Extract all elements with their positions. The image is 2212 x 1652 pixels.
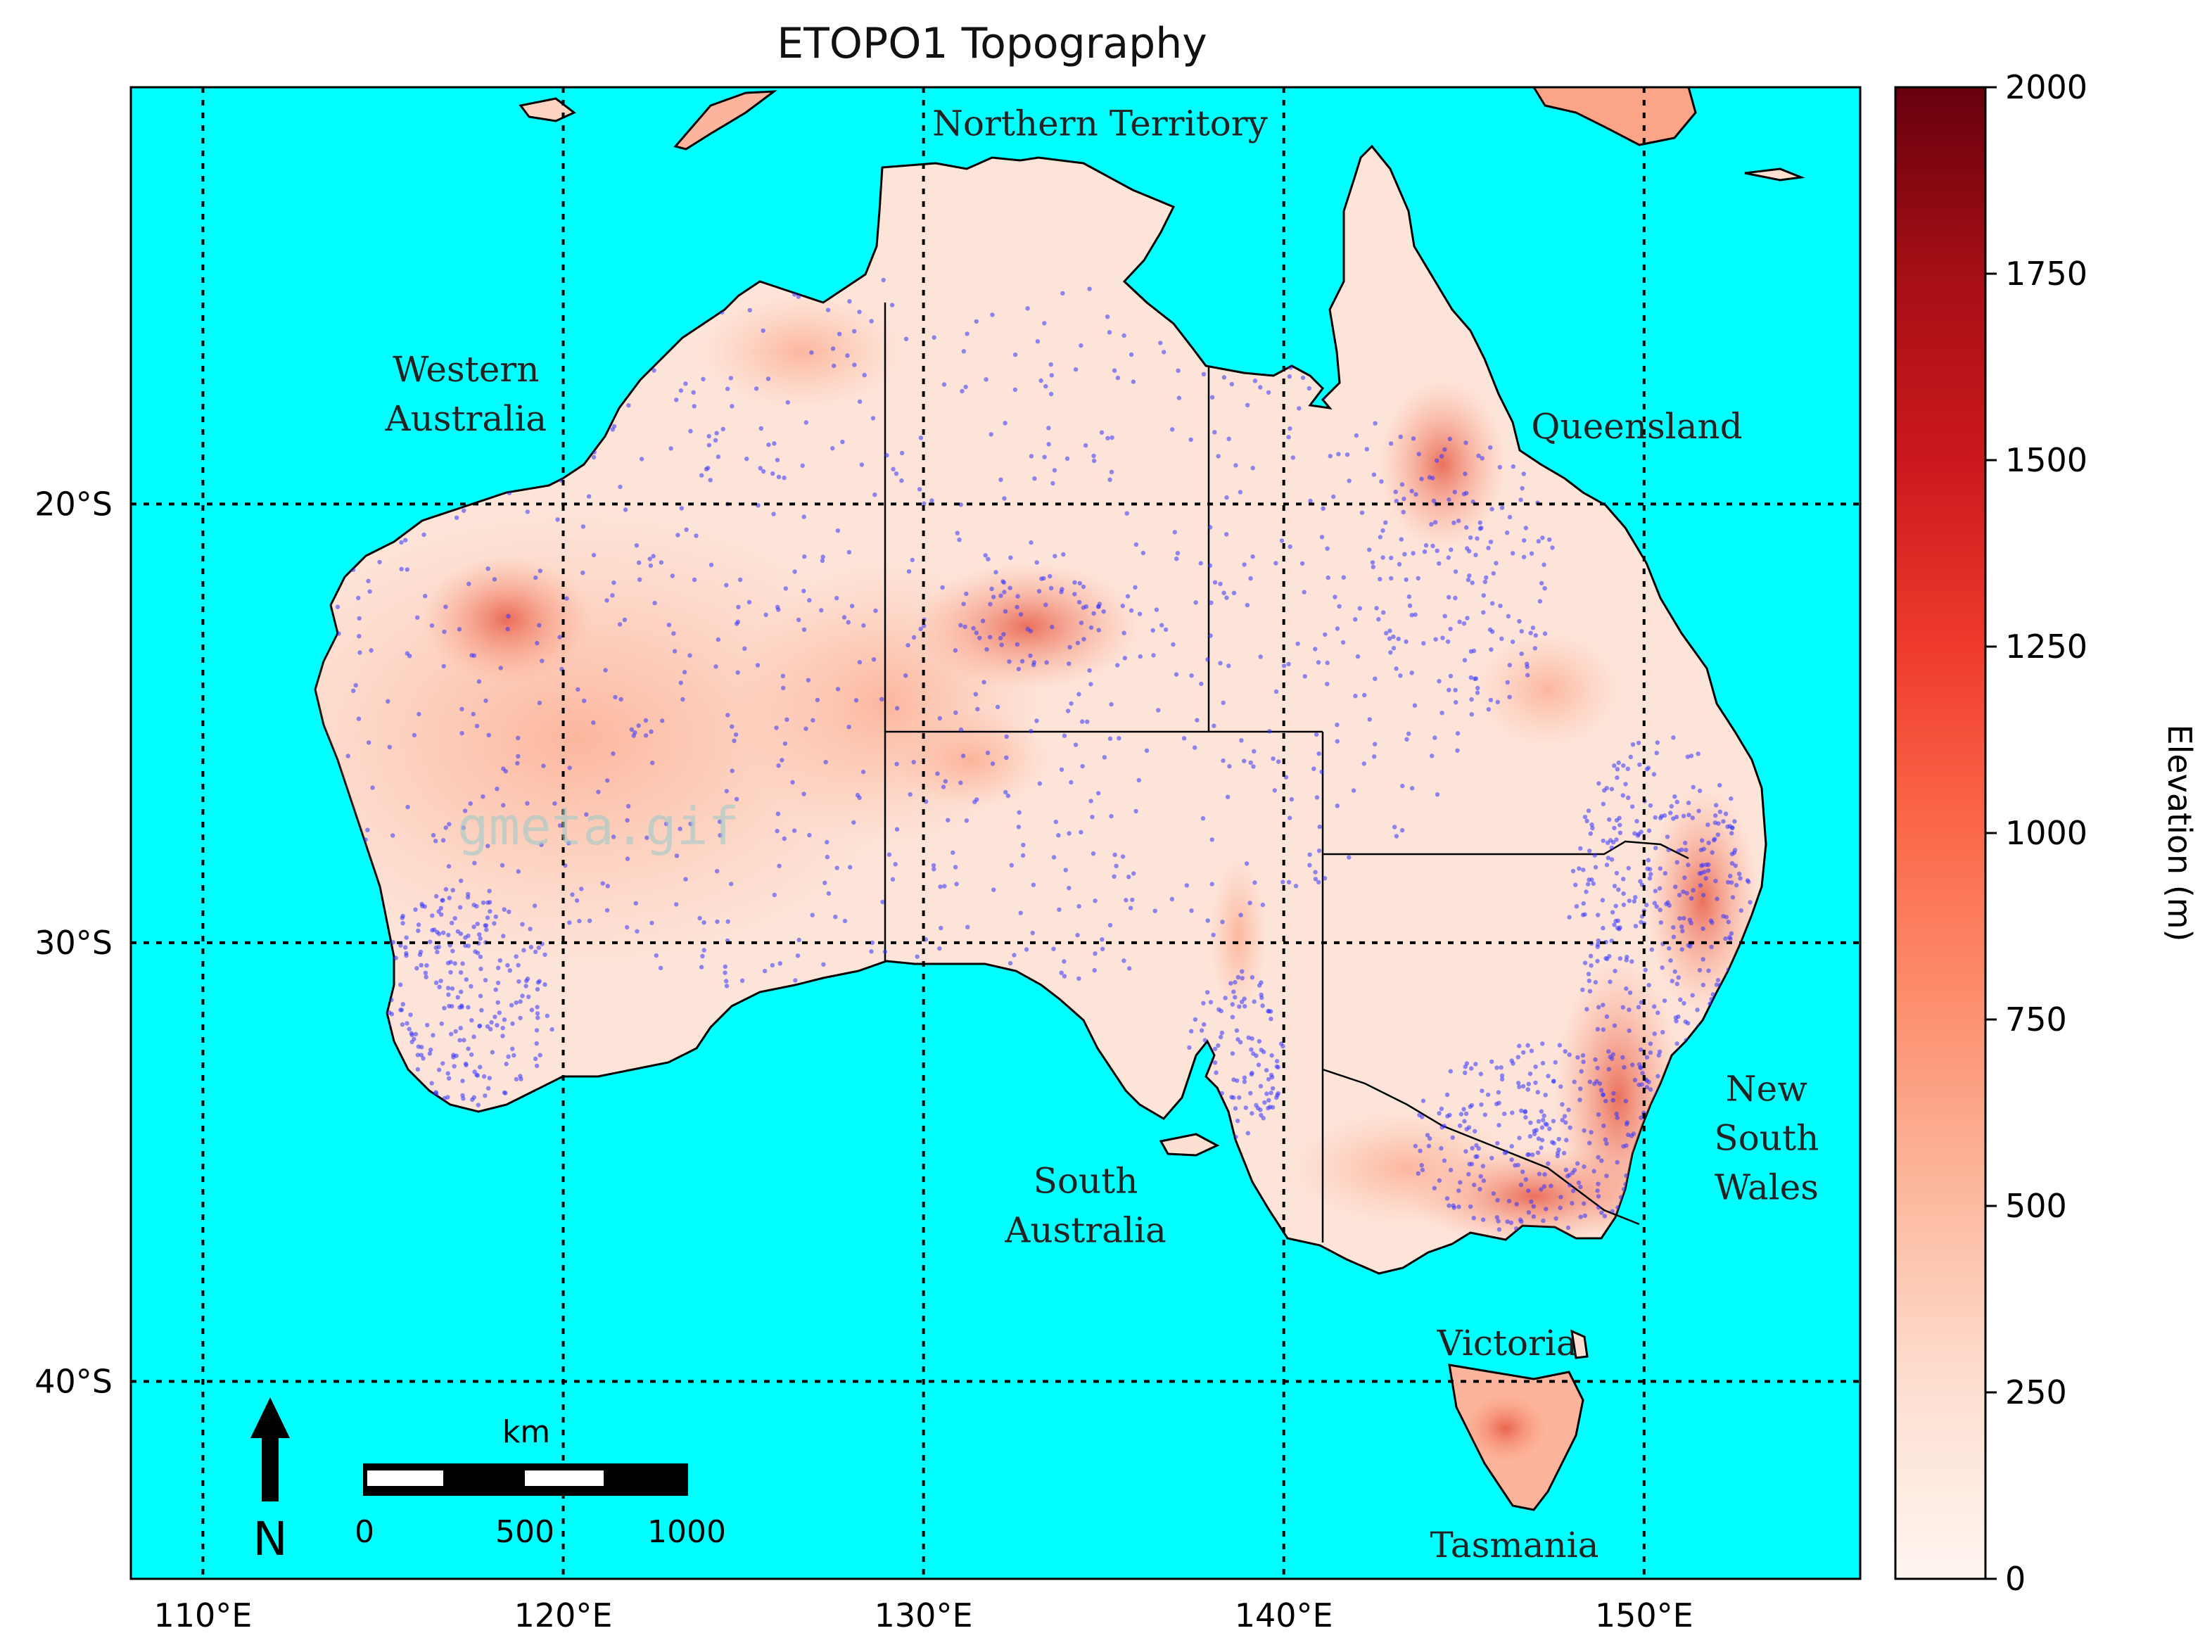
lon-tick-label: 110°E: [153, 1596, 252, 1634]
map-title: ETOPO1 Topography: [777, 19, 1207, 68]
colorbar-ticks: 0 250 500 750 1000 1250 1500 1750 2000: [1985, 68, 2087, 1598]
colorbar-tick-label: 250: [2005, 1373, 2067, 1411]
region-label: Northern Territory: [932, 103, 1269, 144]
new-guinea-island: [1532, 87, 1697, 146]
scale-bar-white-1: [367, 1470, 443, 1486]
scale-bar-label-500: 500: [495, 1514, 554, 1550]
scale-bar-label-0: 0: [355, 1514, 374, 1550]
colorbar-tick-label: 1500: [2005, 441, 2087, 479]
sumba-island: [519, 97, 576, 122]
scale-bar-label-1000: 1000: [647, 1514, 726, 1550]
region-label: Tasmania: [1430, 1525, 1598, 1565]
lon-tick-label: 120°E: [514, 1596, 613, 1634]
lon-tick-label: 150°E: [1595, 1596, 1693, 1634]
north-arrow-label: N: [253, 1512, 287, 1566]
north-arrow: N: [250, 1397, 290, 1566]
lat-tick-label: 20°S: [34, 485, 113, 523]
station-points: [315, 267, 1753, 1240]
lon-tick-label: 140°E: [1235, 1596, 1333, 1634]
colorbar-tick-label: 1750: [2005, 255, 2087, 293]
colorbar-tick-label: 750: [2005, 1000, 2067, 1038]
scale-bar-unit: km: [502, 1414, 550, 1450]
small-island-1: [1744, 167, 1805, 182]
north-arrow-icon: [250, 1397, 290, 1501]
colorbar-label: Elevation (m): [2161, 725, 2199, 942]
graticule: [131, 87, 1860, 1579]
tasmania-highlands: [1463, 1393, 1548, 1463]
axis-tick-labels: 110°E 120°E 130°E 140°E 150°E 20°S 30°S 40°S: [34, 485, 1693, 1634]
colorbar-tick-label: 500: [2005, 1187, 2067, 1225]
watermark-text: gmeta.gif: [457, 796, 739, 857]
lat-tick-label: 30°S: [34, 924, 113, 962]
region-labels: Northern Territory Western Australia Queens…: [384, 103, 1819, 1565]
region-label: New South Wales: [1714, 1068, 1819, 1207]
colorbar-tick-label: 0: [2005, 1560, 2026, 1598]
region-label: Queensland: [1531, 406, 1742, 447]
colorbar-tick-label: 1000: [2005, 814, 2087, 852]
kangaroo-island: [1159, 1133, 1220, 1157]
colorbar-tick-label: 1250: [2005, 628, 2087, 666]
map-frame: [129, 86, 1862, 1580]
lon-tick-label: 130°E: [875, 1596, 973, 1634]
colorbar: 0 250 500 750 1000 1250 1500 1750 2000 Elevation…: [1894, 68, 2199, 1598]
lat-tick-label: 40°S: [34, 1362, 113, 1400]
elevation-shading: [315, 296, 1759, 1245]
scale-bar: km 0 500 1000: [355, 1414, 726, 1550]
region-label: Victoria: [1437, 1323, 1577, 1364]
timor-island: [673, 90, 777, 151]
region-label: Western Australia: [384, 349, 547, 439]
colorbar-ramp: [1894, 86, 1987, 1580]
colorbar-tick-label: 2000: [2005, 68, 2087, 106]
scale-bar-white-2: [525, 1470, 604, 1486]
region-label: South Australia: [1004, 1160, 1167, 1250]
flinders-island: [1570, 1329, 1589, 1359]
